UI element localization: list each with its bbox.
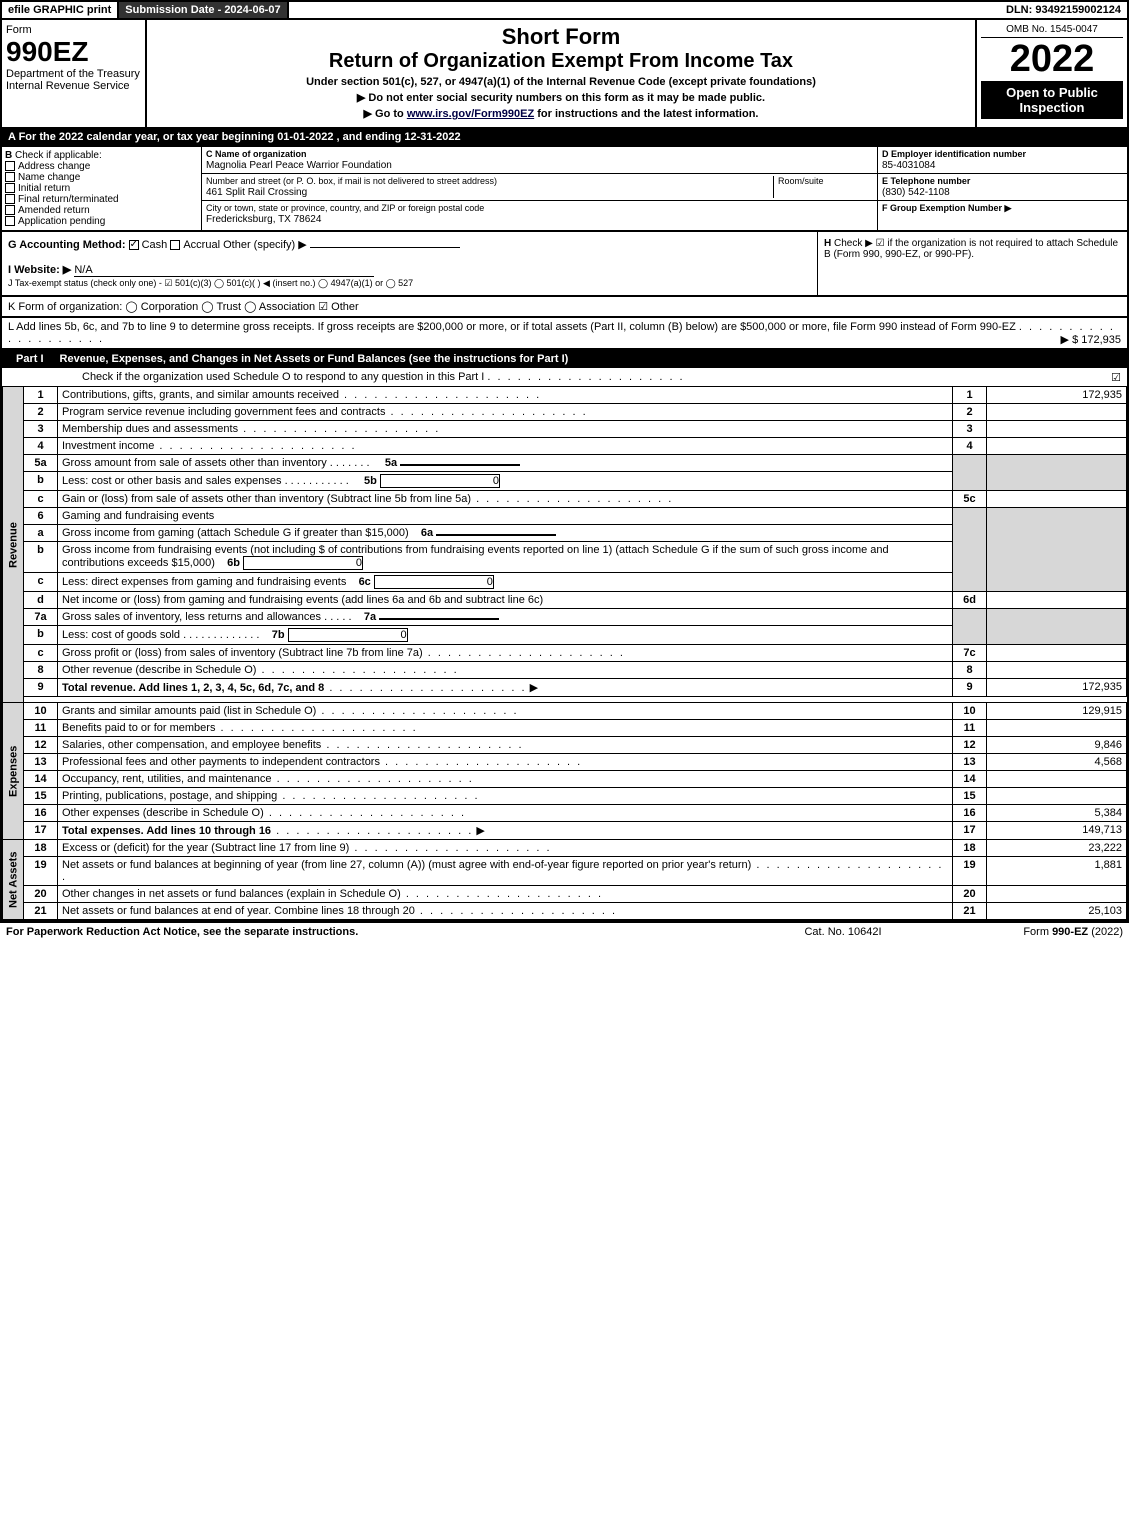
chk-name-change[interactable] [5,172,15,182]
line-a: A For the 2022 calendar year, or tax yea… [0,129,1129,147]
dln-label: DLN: 93492159002124 [1000,2,1127,18]
box-def: D Employer identification number 85-4031… [877,147,1127,230]
amt-2 [987,404,1127,421]
page-footer: For Paperwork Reduction Act Notice, see … [0,922,1129,941]
subtitle: Under section 501(c), 527, or 4947(a)(1)… [151,76,971,88]
amt-5c [987,491,1127,508]
department-label: Department of the Treasury Internal Reve… [6,68,141,92]
form-word: Form [6,24,141,36]
b-check-if: Check if applicable: [15,150,102,161]
amt-12: 9,846 [987,737,1127,754]
chk-cash[interactable] [129,240,139,250]
omb-number: OMB No. 1545-0047 [981,24,1123,38]
amt-21: 25,103 [987,903,1127,920]
part1-table: Revenue 1Contributions, gifts, grants, a… [2,386,1127,920]
goto-note: ▶ Go to www.irs.gov/Form990EZ for instru… [151,107,971,120]
d-label: D Employer identification number [882,149,1026,159]
telephone: (830) 542-1108 [882,187,950,198]
amt-13: 4,568 [987,754,1127,771]
return-title: Return of Organization Exempt From Incom… [151,50,971,73]
amt-17: 149,713 [987,822,1127,840]
amt-20 [987,886,1127,903]
chk-application-pending[interactable] [5,216,15,226]
line-k: K Form of organization: ◯ Corporation ◯ … [0,297,1129,318]
top-bar: efile GRAPHIC print Submission Date - 20… [0,0,1129,20]
org-name: Magnolia Pearl Peace Warrior Foundation [206,160,392,171]
line-g-h: G Accounting Method: Cash Accrual Other … [0,232,1129,297]
c-label: C Name of organization [206,149,307,159]
footer-formno: Form 990-EZ (2022) [943,926,1123,938]
box-b: B Check if applicable: Address change Na… [2,147,202,230]
amt-15 [987,788,1127,805]
revenue-sidelabel: Revenue [3,387,24,703]
netassets-sidelabel: Net Assets [3,840,24,920]
website-value: N/A [74,264,374,277]
footer-left: For Paperwork Reduction Act Notice, see … [6,926,743,938]
irs-link[interactable]: www.irs.gov/Form990EZ [407,108,534,120]
b-label: B [5,150,12,161]
line-l: L Add lines 5b, 6c, and 7b to line 9 to … [0,318,1129,350]
amt-7c [987,645,1127,662]
part1-check: ☑ [1111,371,1121,384]
amt-8 [987,662,1127,679]
expenses-sidelabel: Expenses [3,703,24,840]
part1-block: Part I Revenue, Expenses, and Changes in… [0,350,1129,922]
chk-final-return[interactable] [5,194,15,204]
room-label: Room/suite [778,176,824,186]
header-center: Short Form Return of Organization Exempt… [147,20,977,127]
amt-11 [987,720,1127,737]
line-j: J Tax-exempt status (check only one) - ☑… [8,278,413,288]
header-left: Form 990EZ Department of the Treasury In… [2,20,147,127]
efile-label: efile GRAPHIC print [2,2,119,18]
street-address: 461 Split Rail Crossing [206,187,307,198]
entity-block: B Check if applicable: Address change Na… [0,147,1129,232]
part1-title: Revenue, Expenses, and Changes in Net As… [60,353,569,365]
i-label: I Website: ▶ [8,264,71,276]
amt-9: 172,935 [987,679,1127,697]
line-l-amount: ▶ $ 172,935 [1061,333,1121,346]
amt-3 [987,421,1127,438]
amt-1: 172,935 [987,387,1127,404]
chk-amended-return[interactable] [5,205,15,215]
street-label: Number and street (or P. O. box, if mail… [206,176,497,186]
submission-date-button[interactable]: Submission Date - 2024-06-07 [119,2,288,18]
part1-sub: Check if the organization used Schedule … [2,368,1127,386]
f-label: F Group Exemption Number ▶ [882,203,1011,213]
chk-accrual[interactable] [170,240,180,250]
amt-14 [987,771,1127,788]
amt-18: 23,222 [987,840,1127,857]
inspection-badge: Open to Public Inspection [981,81,1123,119]
chk-initial-return[interactable] [5,183,15,193]
chk-address-change[interactable] [5,161,15,171]
amt-4 [987,438,1127,455]
form-header: Form 990EZ Department of the Treasury In… [0,20,1129,129]
amt-19: 1,881 [987,857,1127,886]
g-label: G Accounting Method: [8,239,126,251]
amt-16: 5,384 [987,805,1127,822]
part1-header: Part I Revenue, Expenses, and Changes in… [2,350,1127,368]
part1-label: Part I [8,353,52,365]
box-c: C Name of organization Magnolia Pearl Pe… [202,147,877,230]
header-right: OMB No. 1545-0047 2022 Open to Public In… [977,20,1127,127]
h-text: Check ▶ ☑ if the organization is not req… [824,238,1118,260]
amt-6d [987,592,1127,609]
tax-year: 2022 [981,38,1123,81]
form-number: 990EZ [6,36,141,68]
city-label: City or town, state or province, country… [206,203,484,213]
e-label: E Telephone number [882,176,970,186]
ssn-warning: ▶ Do not enter social security numbers o… [151,91,971,104]
footer-catno: Cat. No. 10642I [743,926,943,938]
amt-10: 129,915 [987,703,1127,720]
city-state-zip: Fredericksburg, TX 78624 [206,214,321,225]
short-form-title: Short Form [151,24,971,50]
other-specify-input[interactable] [310,247,460,248]
h-label: H [824,238,831,249]
ein: 85-4031084 [882,160,935,171]
